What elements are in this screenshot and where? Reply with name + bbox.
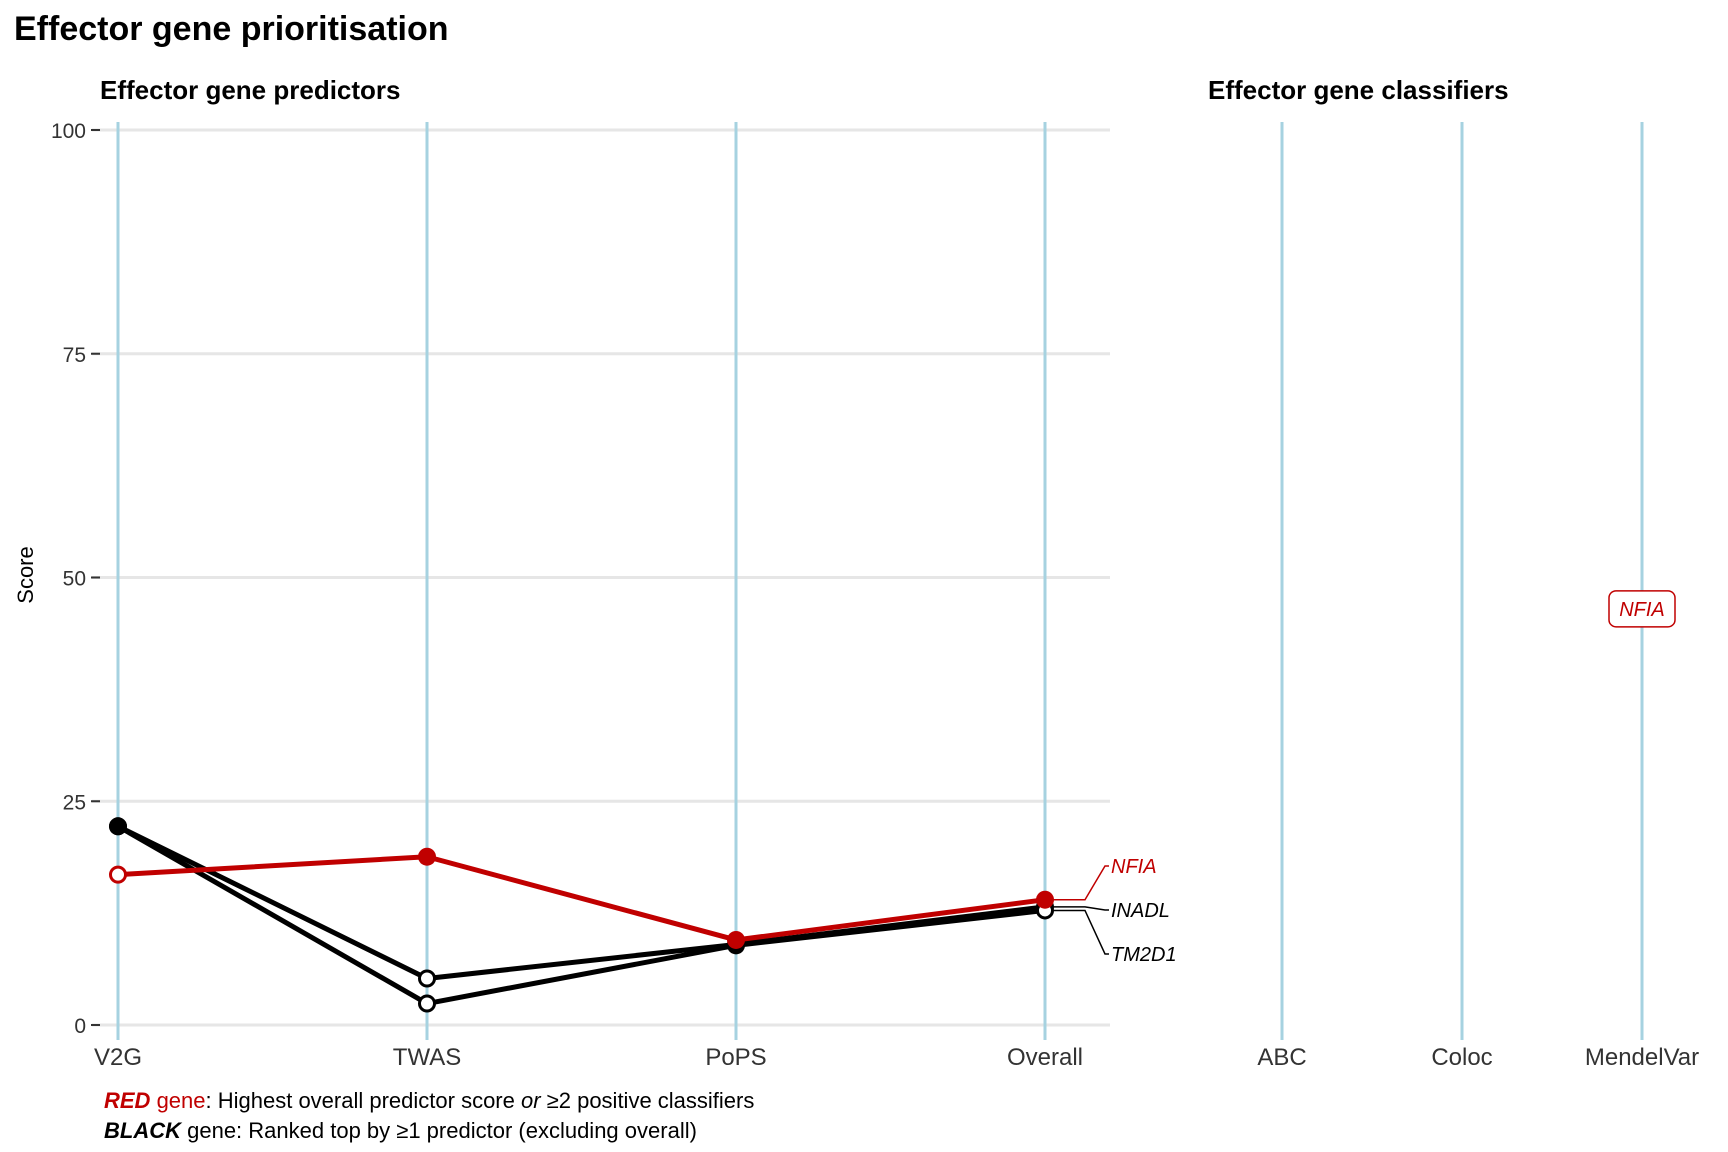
x-tick-label: MendelVar <box>1585 1044 1699 1071</box>
x-tick-label: Coloc <box>1431 1044 1492 1071</box>
series-layer <box>109 817 1054 1013</box>
series-line-inadl <box>116 824 1046 981</box>
x-tick-label: V2G <box>94 1044 142 1071</box>
y-tick-label: 75 <box>63 344 86 367</box>
gene-label-inadl: INADL <box>1111 900 1170 922</box>
caption-red-or: or <box>521 1088 542 1113</box>
leader-line-nfia <box>1053 865 1109 901</box>
point-nfia-overall <box>1036 890 1054 909</box>
caption-red-line: RED gene: Highest overall predictor scor… <box>104 1088 754 1113</box>
gene-labels: NFIA INADL TM2D1 NFIA <box>1053 590 1676 966</box>
caption-black-rest: gene: Ranked top by ≥1 predictor (exclud… <box>181 1118 697 1143</box>
point-tm2d1-v2g <box>109 817 127 836</box>
x-tick-label: PoPS <box>705 1044 766 1071</box>
leader-line-inadl <box>1053 906 1109 911</box>
y-tick-label: 25 <box>63 791 86 814</box>
x-tick-label: Overall <box>1007 1044 1083 1071</box>
point-nfia-pops <box>727 930 745 949</box>
series-line-tm2d1 <box>116 824 1046 1007</box>
caption-red-rest2: ≥2 positive classifiers <box>541 1088 755 1113</box>
x-tick-label: ABC <box>1257 1044 1306 1071</box>
caption-black-word: BLACK <box>104 1118 183 1143</box>
chart-title: Effector gene prioritisation <box>14 10 449 48</box>
predictors-panel-title: Effector gene predictors <box>100 75 401 105</box>
x-axis-ticks: V2G TWAS PoPS Overall ABC Coloc MendelVar <box>94 1044 1699 1071</box>
leader-line-tm2d1 <box>1053 909 1109 955</box>
caption-red-rest1: : Highest overall predictor score <box>206 1088 521 1113</box>
y-axis: 0 25 50 75 100 <box>51 120 100 1038</box>
point-nfia-twas <box>418 847 436 866</box>
y-tick-label: 0 <box>74 1015 86 1038</box>
gene-label-tm2d1: TM2D1 <box>1111 944 1177 966</box>
classifier-label-nfia: NFIA <box>1619 599 1665 621</box>
y-tick-label: 100 <box>51 120 86 143</box>
gene-label-nfia: NFIA <box>1111 856 1157 878</box>
x-tick-label: TWAS <box>393 1044 461 1071</box>
grid-layer <box>92 122 1644 1040</box>
series-line-nfia <box>117 854 1046 943</box>
caption-red-word: RED <box>104 1088 151 1113</box>
classifiers-panel-title: Effector gene classifiers <box>1208 75 1509 105</box>
classifier-label-box <box>1608 590 1676 628</box>
caption-red-gene: gene <box>150 1088 205 1113</box>
point-nfia-v2g <box>109 865 127 884</box>
y-tick-label: 50 <box>63 568 86 591</box>
y-axis-label: Score <box>13 546 38 603</box>
point-inadl-twas <box>418 969 436 988</box>
caption-black-line: BLACK gene: Ranked top by ≥1 predictor (… <box>104 1118 697 1143</box>
point-tm2d1-twas <box>418 994 436 1013</box>
